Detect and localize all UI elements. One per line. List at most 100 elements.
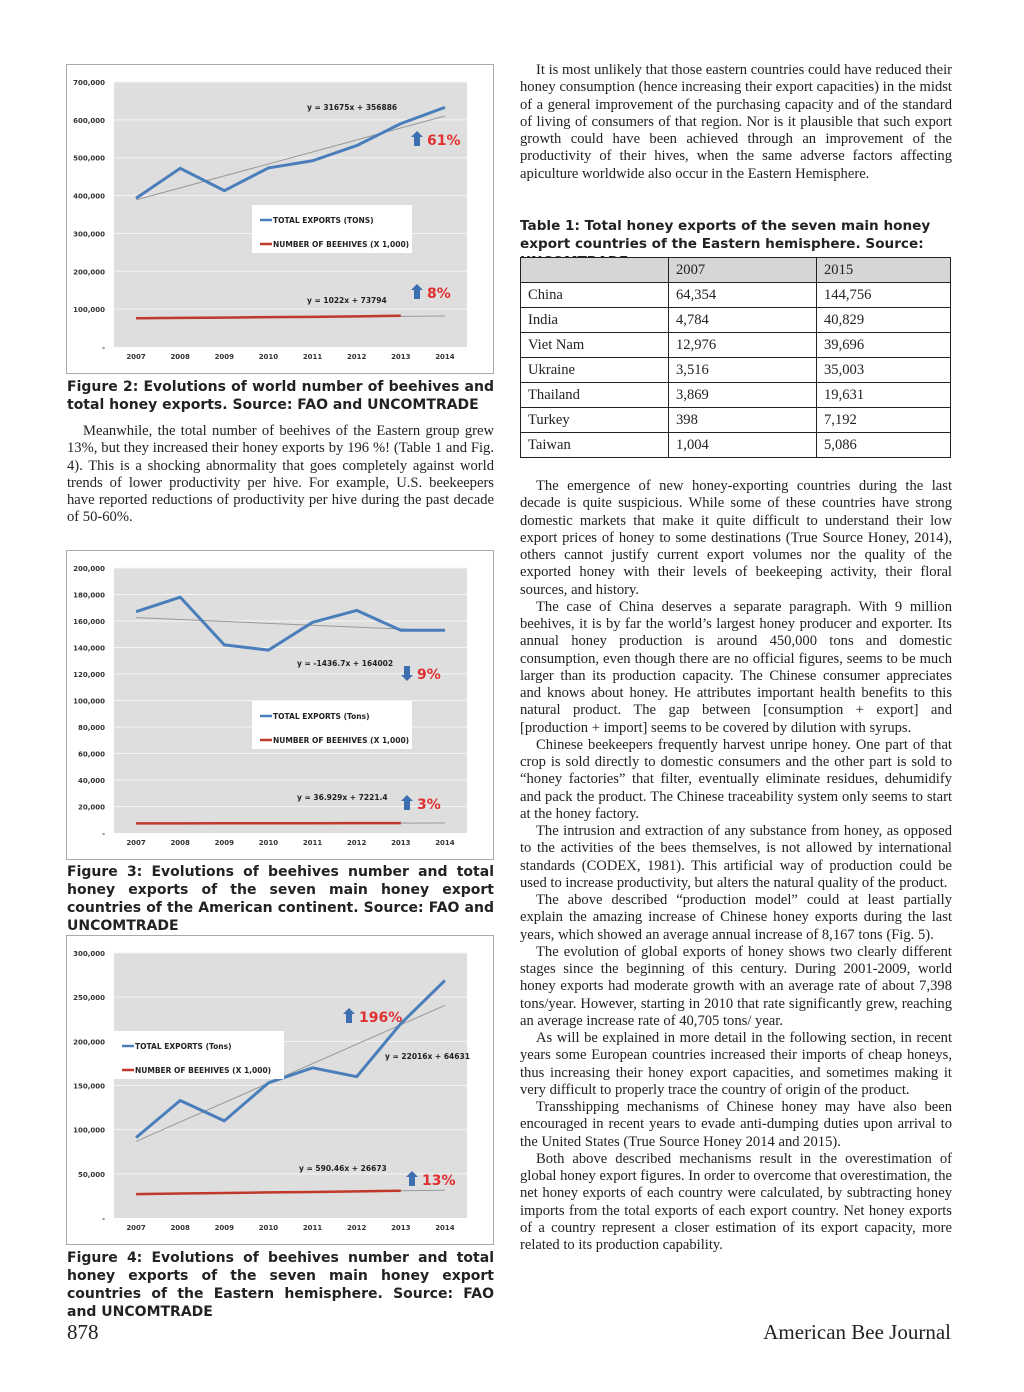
arrow-up-icon	[406, 1171, 418, 1186]
trendline	[136, 617, 445, 632]
table-cell: 144,756	[816, 282, 951, 308]
legend-box	[114, 1031, 284, 1079]
arrow-up-icon	[343, 1008, 355, 1023]
y-tick-label: 300,000	[73, 230, 105, 238]
table-row: Taiwan 1,004 5,086	[520, 432, 951, 458]
y-tick-label: 300,000	[73, 950, 105, 958]
trend-equation: y = 31675x + 356886	[307, 103, 397, 112]
paragraph: The emergence of new honey-exporting cou…	[520, 478, 952, 598]
series-line-exports	[135, 979, 446, 1139]
legend-label: NUMBER OF BEEHIVES (X 1,000)	[273, 736, 409, 745]
exports-table: 2007 2015 China 64,354 144,756 India 4,784 40…	[520, 257, 951, 458]
y-tick-label: 250,000	[73, 994, 105, 1002]
arrow-up-icon	[401, 795, 413, 810]
y-tick-label: 600,000	[73, 117, 105, 125]
table-cell: 35,003	[816, 357, 951, 383]
chart-svg: - 100,000 200,000 300,000 400,000 500,000 600,…	[73, 79, 467, 361]
percent-change: 3%	[417, 797, 441, 813]
table-cell: 1,004	[668, 432, 817, 458]
figure-2-caption: Figure 2: Evolutions of world number of …	[67, 379, 494, 413]
figure-3-chart: - 20,000 40,000 60,000 80,000 100,000 120,000 1…	[66, 550, 494, 860]
y-tick-label: 200,000	[73, 268, 105, 276]
trendline	[135, 115, 446, 201]
y-tick-label: 180,000	[73, 592, 105, 600]
table-cell: 3,516	[668, 357, 817, 383]
y-tick-label: 150,000	[73, 1083, 105, 1091]
table-cell: Turkey	[520, 407, 669, 433]
table-cell: China	[520, 282, 669, 308]
table-row: Turkey 398 7,192	[520, 407, 951, 433]
x-tick-label: 2009	[215, 1224, 235, 1232]
intro-paragraph: It is most unlikely that those eastern c…	[520, 62, 952, 183]
figure-3-caption: Figure 3: Evolutions of beehives number …	[67, 864, 494, 934]
x-tick-label: 2013	[391, 1224, 411, 1232]
paragraph: Chinese beekeepers frequently harvest un…	[520, 736, 952, 822]
y-tick-label: 100,000	[73, 698, 105, 706]
paragraph: As will be explained in more detail in t…	[520, 1030, 952, 1098]
x-tick-label: 2010	[259, 353, 279, 361]
y-tick-label: 20,000	[78, 804, 105, 812]
percent-change: 196%	[359, 1010, 402, 1026]
table-cell: 7,192	[816, 407, 951, 433]
table-cell: Taiwan	[520, 432, 669, 458]
x-tick-label: 2007	[126, 1224, 146, 1232]
right-paragraphs: The emergence of new honey-exporting cou…	[520, 478, 952, 1254]
chart-svg: - 20,000 40,000 60,000 80,000 100,000 120,000 1…	[73, 565, 467, 847]
x-tick-label: 2012	[347, 1224, 367, 1232]
table-row: Ukraine 3,516 35,003	[520, 357, 951, 383]
table-cell: Thailand	[520, 382, 669, 408]
trend-equation: y = 36.929x + 7221.4	[297, 793, 388, 802]
x-tick-label: 2008	[170, 839, 190, 847]
x-tick-label: 2009	[215, 353, 235, 361]
table-row: Viet Nam 12,976 39,696	[520, 332, 951, 358]
y-tick-label: 40,000	[78, 777, 105, 785]
legend-label: NUMBER OF BEEHIVES (X 1,000)	[135, 1066, 271, 1075]
y-tick-label: 140,000	[73, 645, 105, 653]
y-tick-label: 100,000	[73, 1127, 105, 1135]
header-cell: 2015	[816, 257, 951, 283]
y-tick-label: 200,000	[73, 1038, 105, 1046]
x-tick-label: 2013	[391, 839, 411, 847]
x-tick-label: 2010	[259, 839, 279, 847]
y-tick-label: 100,000	[73, 306, 105, 314]
x-tick-label: 2012	[347, 353, 367, 361]
trend-equation: y = 1022x + 73794	[307, 296, 387, 305]
trend-equation: y = 590.46x + 26673	[299, 1164, 387, 1173]
table-row: Thailand 3,869 19,631	[520, 382, 951, 408]
figure-2-chart: - 100,000 200,000 300,000 400,000 500,000 600,…	[66, 64, 494, 374]
trendline	[135, 1004, 446, 1142]
x-tick-label: 2008	[170, 1224, 190, 1232]
percent-change: 9%	[417, 667, 441, 683]
figure-4-caption: Figure 4: Evolutions of beehives number …	[67, 1250, 494, 1320]
header-cell: 2007	[668, 257, 817, 283]
table-cell: Viet Nam	[520, 332, 669, 358]
percent-change: 8%	[427, 286, 451, 302]
trend-equation: y = 22016x + 64631	[385, 1052, 470, 1061]
x-tick-label: 2010	[259, 1224, 279, 1232]
y-tick-label: 400,000	[73, 193, 105, 201]
table-cell: 5,086	[816, 432, 951, 458]
legend-box	[252, 205, 412, 253]
paragraph: The case of China deserves a separate pa…	[520, 598, 952, 736]
paragraph: Both above described mechanisms result i…	[520, 1150, 953, 1253]
table-cell: India	[520, 307, 669, 333]
y-tick-label: 160,000	[73, 618, 105, 626]
trend-equation: y = -1436.7x + 164002	[297, 659, 393, 668]
paragraph: The intrusion and extraction of any subs…	[520, 823, 952, 891]
percent-change: 61%	[427, 133, 461, 149]
chart-svg: - 50,000 100,000 150,000 200,000 250,000 300,0…	[73, 950, 470, 1232]
percent-change: 13%	[422, 1173, 456, 1189]
journal-name: American Bee Journal	[763, 1320, 951, 1344]
table-cell: 39,696	[816, 332, 951, 358]
series-line-exports	[135, 105, 446, 200]
paragraph: The above described “production model” c…	[520, 892, 952, 943]
table-cell: 19,631	[816, 382, 951, 408]
table-cell: 398	[668, 407, 817, 433]
y-tick-label: -	[102, 830, 105, 838]
paragraph: The evolution of global exports of honey…	[520, 943, 952, 1029]
table-cell: 3,869	[668, 382, 817, 408]
series-line-exports	[135, 595, 445, 652]
header-cell	[520, 257, 669, 283]
legend-box	[252, 701, 412, 749]
x-tick-label: 2008	[170, 353, 190, 361]
